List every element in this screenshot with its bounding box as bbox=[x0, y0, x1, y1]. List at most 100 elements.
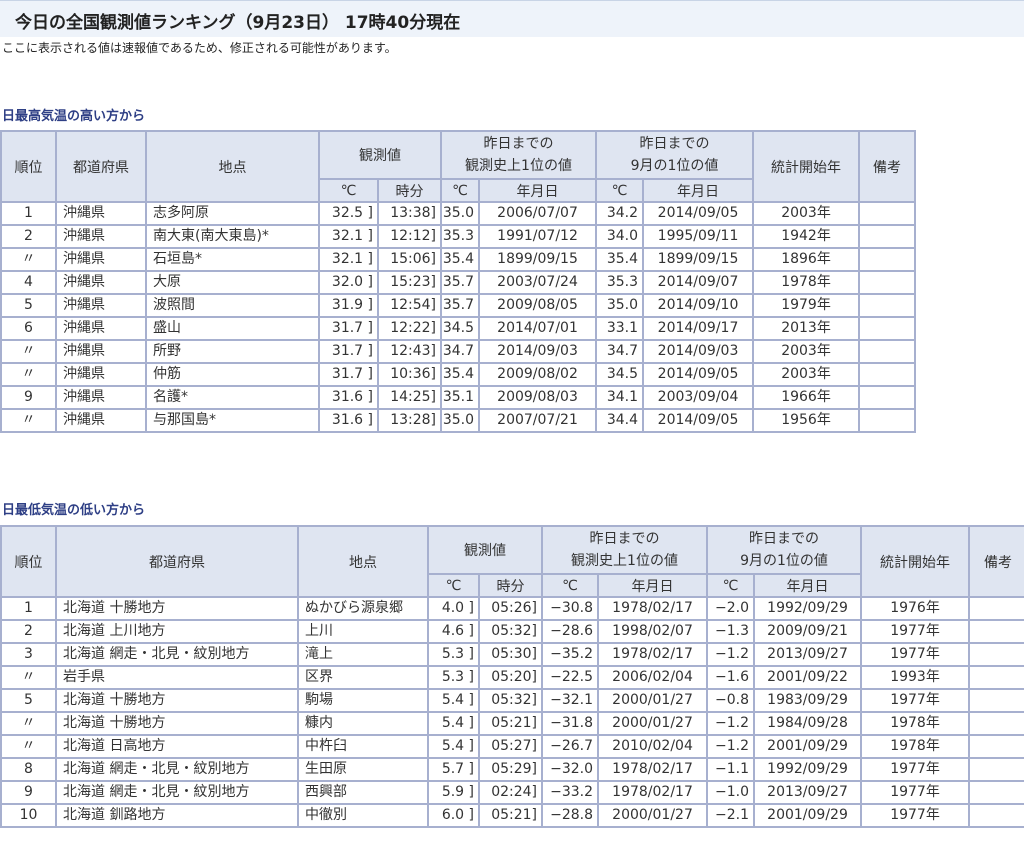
table-row: 2 沖縄県 南大東(南大東島)* 32.1 ] 12:12] 35.3 1991/07/12… bbox=[0, 224, 917, 249]
cell-record-temp: 35.7 bbox=[440, 293, 480, 318]
cell-prefecture: 沖縄県 bbox=[55, 316, 147, 341]
cell-rank: 9 bbox=[0, 780, 57, 805]
cell-observed-time: 05:32] bbox=[478, 688, 543, 713]
cell-month-record-date: 2014/09/07 bbox=[642, 270, 755, 295]
cell-month-record-date: 2014/09/05 bbox=[642, 201, 755, 226]
cell-month-record-temp: 34.0 bbox=[595, 224, 645, 249]
cell-rank: 1 bbox=[0, 596, 57, 621]
col-obs-time: 時分 bbox=[478, 573, 543, 598]
cell-station: 仲筋 bbox=[145, 362, 320, 387]
cell-month-record-date: 2013/09/27 bbox=[753, 780, 863, 805]
cell-observed-time: 05:30] bbox=[478, 642, 543, 667]
table-row: 〃沖縄県 与那国島* 31.6 ] 13:28] 35.0 2007/07/21 34.4 2… bbox=[0, 408, 917, 433]
table-row: 〃北海道 日高地方 中杵臼 5.4 ] 05:27] −26.7 2010/02/04 −1… bbox=[0, 734, 1024, 759]
cell-month-record-date: 2014/09/17 bbox=[642, 316, 755, 341]
table-row: 5 沖縄県 波照間 31.9 ] 12:54] 35.7 2009/08/05 35.0 201… bbox=[0, 293, 917, 318]
cell-start-year: 1977年 bbox=[860, 688, 971, 713]
cell-record-date: 2014/09/03 bbox=[477, 339, 598, 364]
cell-observed-temp: 31.6 ] bbox=[318, 408, 379, 433]
cell-month-record-temp: −1.2 bbox=[706, 734, 756, 759]
cell-rank: 10 bbox=[0, 803, 57, 828]
cell-prefecture: 北海道 十勝地方 bbox=[55, 711, 299, 736]
cell-start-year: 1977年 bbox=[860, 619, 971, 644]
cell-start-year: 2003年 bbox=[752, 201, 861, 226]
cell-month-record-temp: 35.3 bbox=[595, 270, 645, 295]
cell-month-record-date: 1984/09/28 bbox=[753, 711, 863, 736]
cell-station: ぬかびら源泉郷 bbox=[297, 596, 429, 621]
cell-month-record-date: 2001/09/29 bbox=[753, 803, 863, 828]
cell-observed-temp: 5.4 ] bbox=[427, 688, 480, 713]
cell-observed-temp: 31.7 ] bbox=[318, 316, 379, 341]
cell-notes bbox=[858, 362, 917, 387]
table-row: 〃沖縄県 所野 31.7 ] 12:43] 34.7 2014/09/03 34.7 2014… bbox=[0, 339, 917, 364]
col-rank: 順位 bbox=[0, 130, 57, 203]
col-mrec-c: ℃ bbox=[595, 178, 645, 203]
cell-month-record-temp: −1.2 bbox=[706, 711, 756, 736]
cell-notes bbox=[968, 780, 1024, 805]
cell-rank: 〃 bbox=[0, 408, 57, 433]
cell-prefecture: 北海道 十勝地方 bbox=[55, 688, 299, 713]
cell-start-year: 2013年 bbox=[752, 316, 861, 341]
cell-record-temp: 35.4 bbox=[440, 247, 480, 272]
cell-start-year: 2003年 bbox=[752, 339, 861, 364]
cell-prefecture: 沖縄県 bbox=[55, 224, 147, 249]
cell-observed-temp: 32.1 ] bbox=[318, 224, 379, 249]
cell-notes bbox=[968, 711, 1024, 736]
table-row: 1 北海道 十勝地方 ぬかびら源泉郷 4.0 ] 05:26] −30.8 1978/02/… bbox=[0, 596, 1024, 621]
col-rec-c: ℃ bbox=[541, 573, 599, 598]
cell-prefecture: 沖縄県 bbox=[55, 293, 147, 318]
col-observed: 観測値 bbox=[318, 130, 442, 180]
cell-record-date: 2000/01/27 bbox=[596, 711, 709, 736]
cell-month-record-temp: 34.2 bbox=[595, 201, 645, 226]
cell-start-year: 1966年 bbox=[752, 385, 861, 410]
col-observed: 観測値 bbox=[427, 525, 543, 575]
cell-station: 中徹別 bbox=[297, 803, 429, 828]
cell-station: 糠内 bbox=[297, 711, 429, 736]
cell-station: 波照間 bbox=[145, 293, 320, 318]
title-bar: 今日の全国観測値ランキング（9月23日） 17時40分現在 bbox=[0, 0, 1024, 37]
cell-observed-temp: 32.1 ] bbox=[318, 247, 379, 272]
cell-observed-time: 05:26] bbox=[478, 596, 543, 621]
cell-record-temp: 34.5 bbox=[440, 316, 480, 341]
cell-prefecture: 北海道 網走・北見・紋別地方 bbox=[55, 780, 299, 805]
cell-prefecture: 北海道 上川地方 bbox=[55, 619, 299, 644]
cell-observed-temp: 31.7 ] bbox=[318, 362, 379, 387]
page-title: 今日の全国観測値ランキング（9月23日） 17時40分現在 bbox=[15, 13, 461, 33]
cell-record-temp: 35.7 bbox=[440, 270, 480, 295]
cell-prefecture: 北海道 網走・北見・紋別地方 bbox=[55, 642, 299, 667]
cell-station: 大原 bbox=[145, 270, 320, 295]
cell-rank: 3 bbox=[0, 642, 57, 667]
cell-rank: 8 bbox=[0, 757, 57, 782]
col-record: 昨日までの 観測史上1位の値 bbox=[439, 130, 598, 180]
cell-start-year: 1979年 bbox=[752, 293, 861, 318]
col-start: 統計開始年 bbox=[860, 525, 971, 598]
cell-observed-time: 02:24] bbox=[478, 780, 543, 805]
cell-record-date: 2000/01/27 bbox=[596, 803, 709, 828]
cell-prefecture: 沖縄県 bbox=[55, 201, 147, 226]
cell-observed-time: 12:22] bbox=[377, 316, 442, 341]
cell-observed-time: 15:06] bbox=[377, 247, 442, 272]
col-obs-c: ℃ bbox=[427, 573, 480, 598]
cell-notes bbox=[968, 619, 1024, 644]
cell-observed-temp: 5.4 ] bbox=[427, 711, 480, 736]
cell-month-record-temp: −1.3 bbox=[706, 619, 756, 644]
cell-notes bbox=[858, 408, 917, 433]
cell-prefecture: 沖縄県 bbox=[55, 339, 147, 364]
cell-observed-time: 05:21] bbox=[478, 711, 543, 736]
cell-observed-time: 12:43] bbox=[377, 339, 442, 364]
table-row: 4 沖縄県 大原 32.0 ] 15:23] 35.7 2003/07/24 35.3 2014… bbox=[0, 270, 917, 295]
table-row: 3 北海道 網走・北見・紋別地方 滝上 5.3 ] 05:30] −35.2 1978/02… bbox=[0, 642, 1024, 667]
cell-observed-time: 05:29] bbox=[478, 757, 543, 782]
cell-observed-temp: 5.3 ] bbox=[427, 642, 480, 667]
cell-month-record-temp: −0.8 bbox=[706, 688, 756, 713]
cell-record-temp: 35.4 bbox=[440, 362, 480, 387]
cell-prefecture: 沖縄県 bbox=[55, 247, 147, 272]
cell-month-record-temp: 35.4 bbox=[595, 247, 645, 272]
cell-record-date: 1978/02/17 bbox=[596, 642, 709, 667]
col-mrec-date: 年月日 bbox=[753, 573, 863, 598]
cell-station: 区界 bbox=[297, 665, 429, 690]
cell-record-date: 2009/08/05 bbox=[477, 293, 598, 318]
col-notes: 備考 bbox=[968, 525, 1024, 598]
cell-month-record-date: 2014/09/05 bbox=[642, 362, 755, 387]
section-heading-high: 日最高気温の高い方から bbox=[2, 109, 146, 124]
